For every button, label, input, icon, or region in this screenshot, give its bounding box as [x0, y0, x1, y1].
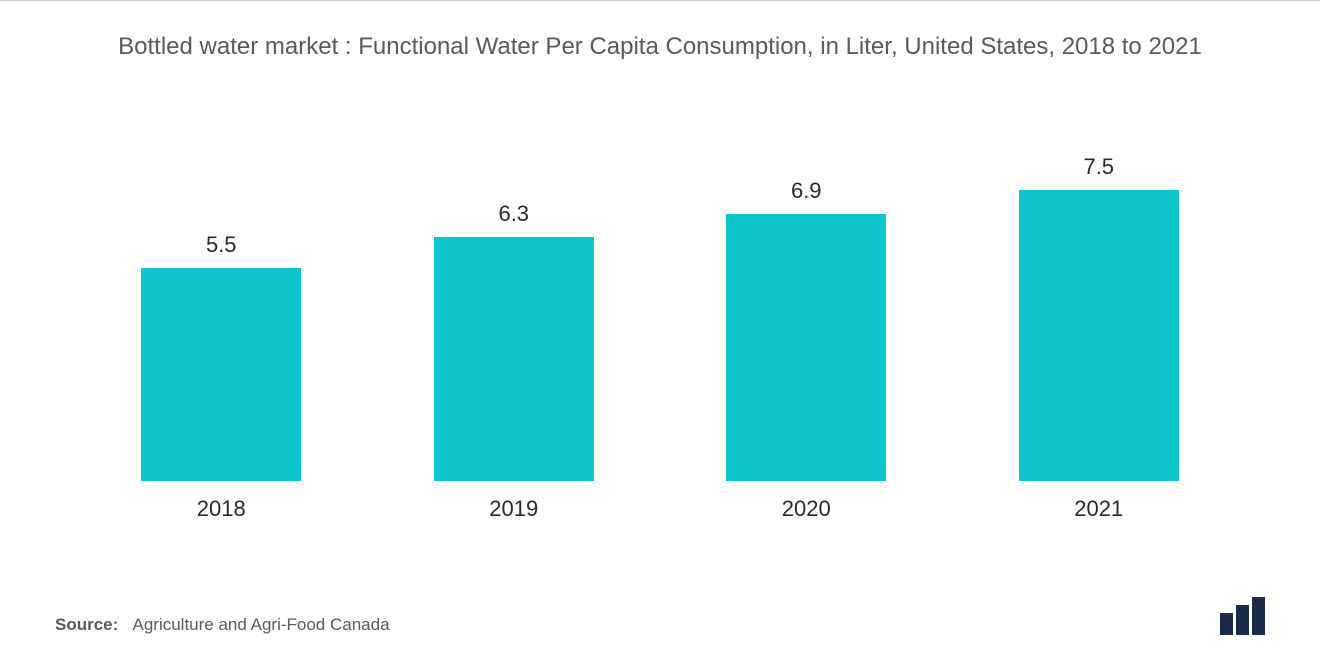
- chart-area: 5.5 2018 6.3 2019 6.9 2020 7.5 2021: [55, 84, 1265, 542]
- source-text-value: Agriculture and Agri-Food Canada: [132, 615, 389, 634]
- chart-footer: Source: Agriculture and Agri-Food Canada: [55, 542, 1265, 635]
- bar-value-label: 6.3: [498, 201, 529, 227]
- bar-value-label: 6.9: [791, 178, 822, 204]
- bar-2019: [434, 237, 594, 481]
- bar-group-2018: 5.5 2018: [75, 124, 368, 522]
- bar-group-2019: 6.3 2019: [368, 124, 661, 522]
- logo-bar: [1220, 613, 1233, 635]
- bar-value-label: 5.5: [206, 232, 237, 258]
- bar-category-label: 2018: [197, 496, 246, 522]
- chart-title: Bottled water market : Functional Water …: [55, 30, 1265, 64]
- bar-group-2020: 6.9 2020: [660, 124, 953, 522]
- logo-bar: [1236, 605, 1249, 635]
- bar-group-2021: 7.5 2021: [953, 124, 1246, 522]
- top-border: [0, 0, 1320, 1]
- source-citation: Source: Agriculture and Agri-Food Canada: [55, 615, 390, 635]
- bar-category-label: 2021: [1074, 496, 1123, 522]
- logo-icon: [1220, 597, 1265, 635]
- bar-2020: [726, 214, 886, 481]
- bar-category-label: 2020: [782, 496, 831, 522]
- logo-bar: [1252, 597, 1265, 635]
- bar-2018: [141, 268, 301, 481]
- bar-category-label: 2019: [489, 496, 538, 522]
- bar-value-label: 7.5: [1083, 154, 1114, 180]
- bar-2021: [1019, 190, 1179, 481]
- chart-container: Bottled water market : Functional Water …: [0, 0, 1320, 665]
- source-label: Source:: [55, 615, 118, 634]
